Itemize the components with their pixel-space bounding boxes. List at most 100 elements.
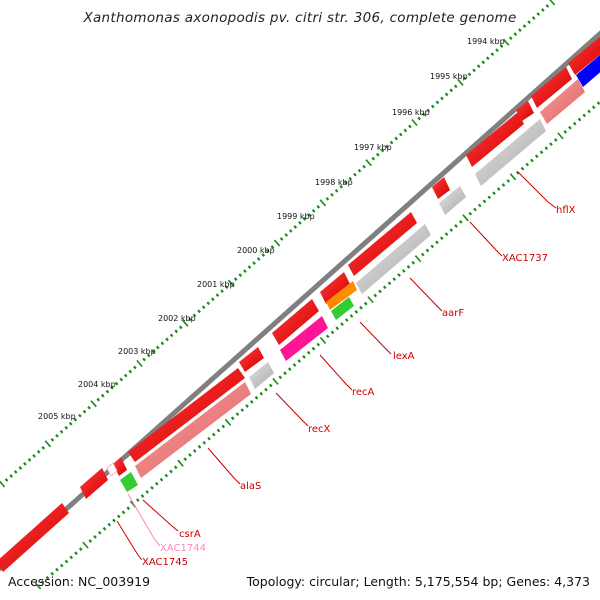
- minor-tick-dot: [572, 121, 577, 126]
- minor-tick-dot: [265, 249, 270, 253]
- minor-tick-dot: [55, 433, 59, 438]
- minor-tick-dot: [100, 393, 105, 398]
- minor-tick-dot: [330, 330, 335, 335]
- major-tick-mark: [319, 336, 327, 345]
- minor-tick-dot: [284, 233, 289, 237]
- gene-label-hflX: hflX: [556, 205, 576, 216]
- scale-label-2005: 2005 kbp: [38, 412, 76, 421]
- minor-tick-dot: [411, 260, 416, 265]
- scale-label-1999: 1999 kbp: [277, 212, 315, 221]
- cds-forward-13: [568, 36, 600, 75]
- minor-tick-dot: [545, 4, 550, 8]
- minor-tick-dot: [378, 289, 382, 294]
- scale-labels: 1994 kbp 1995 kbp 1996 kbp 1997 kbp 1998…: [38, 37, 505, 421]
- gene-label-XAC1737: XAC1737: [502, 253, 548, 264]
- minor-tick-dot: [220, 289, 224, 294]
- minor-tick-dot: [207, 436, 211, 441]
- minor-tick-dot: [587, 109, 591, 114]
- minor-tick-dot: [233, 277, 238, 282]
- minor-tick-dot: [506, 179, 511, 183]
- minor-tick-dot: [449, 88, 454, 93]
- minor-tick-dot: [119, 377, 124, 382]
- minor-tick-dot: [155, 345, 160, 350]
- minor-tick-dot: [270, 245, 275, 249]
- minor-tick-dot: [306, 350, 311, 355]
- minor-tick-dot: [387, 281, 392, 286]
- minor-tick-dot: [539, 150, 544, 155]
- minor-tick-dot: [238, 273, 243, 278]
- major-tick-mark: [319, 199, 327, 207]
- minor-tick-dot: [64, 425, 69, 430]
- minor-tick-dot: [482, 199, 487, 204]
- connector-alaS: [207, 447, 241, 485]
- minor-tick-dot: [439, 236, 444, 241]
- gene-lexA-shape: [331, 297, 354, 320]
- minor-tick-dot: [293, 225, 298, 229]
- minor-tick-dot: [534, 154, 539, 159]
- major-tick-mark: [224, 418, 232, 426]
- major-tick-mark: [272, 377, 279, 385]
- minor-tick-dot: [50, 437, 55, 442]
- minor-tick-dot: [344, 318, 349, 322]
- scale-label-1998: 1998 kbp: [315, 178, 353, 187]
- minor-tick-dot: [307, 213, 311, 217]
- minor-tick-dot: [371, 156, 376, 161]
- minor-tick-dot: [211, 432, 216, 437]
- minor-tick-dot: [508, 36, 513, 41]
- minor-tick-dot: [454, 224, 458, 228]
- minor-tick-dot: [357, 168, 362, 173]
- minor-tick-dot: [417, 116, 421, 121]
- minor-tick-dot: [261, 253, 266, 257]
- minor-tick-dot: [96, 397, 101, 402]
- minor-tick-dot: [549, 142, 553, 146]
- minor-tick-dot: [64, 559, 69, 564]
- minor-tick-dot: [380, 148, 385, 153]
- minor-tick-dot: [174, 329, 179, 334]
- connector-recA: [319, 354, 353, 391]
- scale-label-1995: 1995 kbp: [430, 72, 468, 81]
- minor-tick-dot: [501, 183, 506, 187]
- minor-tick-dot: [348, 176, 353, 181]
- minor-tick-dot: [513, 32, 518, 37]
- minor-tick-dot: [468, 211, 473, 216]
- minor-tick-dot: [385, 144, 389, 149]
- scale-label-1994: 1994 kbp: [467, 37, 505, 46]
- major-tick-mark: [90, 400, 97, 408]
- minor-tick-dot: [140, 494, 145, 498]
- cds-forward-6: [272, 299, 319, 345]
- minor-tick-dot: [188, 453, 192, 457]
- minor-tick-dot: [485, 56, 490, 61]
- minor-tick-dot: [206, 301, 211, 306]
- minor-tick-dot: [288, 229, 293, 233]
- minor-tick-dot: [540, 8, 545, 12]
- minor-tick-dot: [160, 341, 165, 346]
- minor-tick-dot: [259, 391, 264, 396]
- minor-tick-dot: [4, 478, 9, 482]
- major-tick-mark: [82, 541, 89, 549]
- minor-tick-dot: [197, 309, 201, 314]
- minor-tick-dot: [473, 207, 477, 212]
- minor-tick-dot: [107, 522, 112, 527]
- minor-tick-dot: [397, 273, 401, 277]
- scale-label-2001: 2001 kbp: [197, 280, 235, 289]
- gene-alaS-shape: [135, 382, 251, 478]
- minor-tick-dot: [128, 369, 133, 374]
- minor-tick-dot: [435, 240, 439, 245]
- scale-label-1997: 1997 kbp: [354, 143, 392, 152]
- major-tick-mark: [549, 0, 556, 6]
- minor-tick-dot: [444, 92, 449, 97]
- major-tick-mark: [177, 459, 184, 467]
- minor-tick-dot: [335, 326, 340, 331]
- outer-tick-dots: [0, 0, 556, 488]
- major-tick-mark: [136, 359, 143, 368]
- minor-tick-dot: [150, 485, 154, 490]
- cds-forward-12: [531, 67, 572, 108]
- major-tick-mark: [502, 38, 510, 46]
- major-tick-mark: [457, 78, 464, 86]
- minor-tick-dot: [553, 138, 558, 142]
- genome-summary-text: Topology: circular; Length: 5,175,554 bp…: [246, 574, 590, 589]
- minor-tick-dot: [499, 44, 504, 49]
- minor-tick-dot: [527, 20, 531, 24]
- minor-tick-dot: [343, 180, 348, 185]
